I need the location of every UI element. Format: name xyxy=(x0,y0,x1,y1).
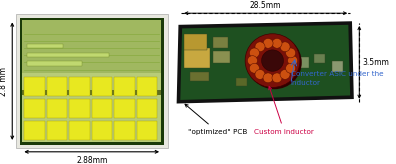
Circle shape xyxy=(255,42,265,52)
Bar xyxy=(314,54,325,63)
Polygon shape xyxy=(180,25,350,100)
Circle shape xyxy=(248,56,257,65)
Text: 2.8 mm: 2.8 mm xyxy=(0,67,8,96)
Bar xyxy=(92,77,112,96)
Text: Custom inductor: Custom inductor xyxy=(254,87,314,134)
Text: 2.88mm: 2.88mm xyxy=(76,156,107,164)
Bar xyxy=(24,121,45,140)
Bar xyxy=(213,37,228,48)
Bar xyxy=(69,77,90,96)
Bar xyxy=(114,121,135,140)
Bar xyxy=(47,99,67,118)
Circle shape xyxy=(272,73,282,83)
Polygon shape xyxy=(177,21,354,103)
Bar xyxy=(24,77,45,96)
Bar xyxy=(16,14,168,148)
Circle shape xyxy=(255,70,265,79)
Bar xyxy=(114,77,135,96)
Circle shape xyxy=(263,73,273,83)
Bar xyxy=(27,53,109,57)
Bar xyxy=(92,99,112,118)
Bar xyxy=(27,44,63,48)
Bar xyxy=(69,99,90,118)
Text: Converter ASIC under the: Converter ASIC under the xyxy=(291,71,383,77)
Circle shape xyxy=(249,48,259,58)
Bar xyxy=(184,48,209,68)
Bar xyxy=(213,51,230,63)
Bar xyxy=(22,20,161,73)
Bar xyxy=(236,79,247,86)
Circle shape xyxy=(287,56,298,65)
Bar xyxy=(22,90,161,95)
Circle shape xyxy=(286,63,296,73)
Bar xyxy=(22,20,161,142)
Circle shape xyxy=(286,48,296,58)
Circle shape xyxy=(280,70,290,79)
Circle shape xyxy=(280,42,290,52)
Bar xyxy=(19,18,164,145)
Text: 3.5mm: 3.5mm xyxy=(362,58,389,67)
Bar xyxy=(47,121,67,140)
Circle shape xyxy=(245,34,300,87)
Bar xyxy=(137,99,158,118)
Bar xyxy=(137,121,158,140)
Circle shape xyxy=(262,50,284,71)
Circle shape xyxy=(272,38,282,48)
Bar xyxy=(332,62,343,72)
Bar xyxy=(295,57,309,68)
Bar xyxy=(114,99,135,118)
Circle shape xyxy=(263,38,273,48)
Bar xyxy=(69,121,90,140)
Circle shape xyxy=(249,63,259,73)
Bar xyxy=(137,77,158,96)
Bar xyxy=(27,61,82,66)
Text: inductor: inductor xyxy=(291,80,321,86)
Text: 28.5mm: 28.5mm xyxy=(249,1,281,10)
Text: "optimized" PCB: "optimized" PCB xyxy=(185,104,247,134)
Bar xyxy=(47,77,67,96)
Circle shape xyxy=(247,36,302,89)
Bar xyxy=(24,99,45,118)
Bar xyxy=(184,34,207,50)
Bar xyxy=(190,72,209,81)
Bar xyxy=(92,121,112,140)
